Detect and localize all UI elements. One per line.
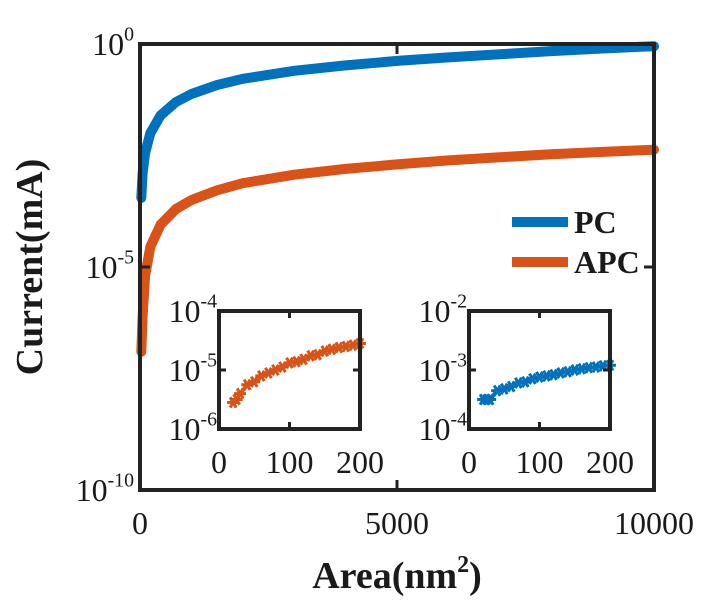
x-tick-label: 100 (266, 444, 314, 480)
y-tick-label-base: 10 (168, 411, 200, 447)
marker-stroke (584, 361, 594, 374)
y-tick-label-base: 10 (168, 293, 200, 329)
x-axis-label-sup: 2 (457, 552, 469, 578)
data-point-pc (526, 372, 539, 385)
marker-stroke (549, 368, 558, 381)
y-tick-label-base: 10 (76, 472, 108, 508)
y-tick-label-exponent: -6 (200, 409, 217, 431)
y-tick-label-exponent: -3 (450, 350, 467, 372)
y-tick-label-exponent: -4 (200, 291, 217, 313)
marker-stroke (577, 362, 587, 375)
data-point-apc (318, 345, 331, 358)
x-axis-label-close: ) (469, 555, 482, 597)
x-tick-label: 200 (336, 444, 384, 480)
x-axis-label: Area(nm2) (312, 552, 482, 597)
y-tick-label-base: 10 (92, 26, 124, 62)
data-point-pc (547, 368, 560, 381)
marker-stroke (327, 343, 337, 356)
marker-stroke (570, 364, 580, 376)
legend-label-pc: PC (574, 204, 617, 240)
data-point-apc (234, 387, 247, 400)
legend-label-apc: APC (574, 244, 640, 280)
y-tick-label: 10-2 (418, 291, 467, 329)
y-tick-label: 10-6 (168, 409, 217, 447)
marker-stroke (535, 371, 544, 384)
x-tick-label: 100 (516, 444, 564, 480)
y-tick-label-base: 10 (418, 411, 450, 447)
data-point-apc (248, 375, 261, 388)
y-tick-label-exponent: -5 (117, 247, 134, 269)
marker-stroke (528, 372, 537, 385)
x-tick-label: 0 (132, 505, 148, 541)
y-tick-label: 10-10 (76, 470, 135, 508)
axis-labels: Area(nm2) Current(mA) (9, 159, 482, 597)
y-tick-label-exponent: -5 (200, 350, 217, 372)
y-tick-label-base: 10 (168, 352, 200, 388)
marker-stroke (249, 375, 259, 388)
data-point-apc (325, 343, 338, 356)
y-tick-label-exponent: -10 (108, 470, 135, 492)
marker-stroke (320, 345, 330, 358)
y-tick-label-exponent: 0 (124, 24, 134, 46)
marker-stroke (598, 359, 608, 372)
marker-stroke (514, 377, 523, 389)
marker-stroke (341, 340, 351, 353)
marker-stroke (492, 384, 502, 397)
marker-stroke (235, 387, 245, 400)
plot-frame (217, 309, 362, 431)
marker-stroke (334, 341, 344, 354)
marker-stroke (542, 369, 551, 382)
marker-stroke (485, 393, 495, 406)
x-tick-label: 0 (211, 444, 227, 480)
marker-stroke (285, 356, 294, 369)
y-tick-label: 10-3 (418, 350, 467, 388)
y-tick-label-base: 10 (85, 249, 117, 285)
data-point-pc (484, 393, 497, 406)
series-line-pc (136, 41, 659, 203)
y-tick-label: 10-5 (168, 350, 217, 388)
y-tick-label: 100 (92, 24, 134, 62)
y-tick-label-base: 10 (418, 293, 450, 329)
marker-stroke (556, 367, 565, 379)
y-tick-label: 10-4 (418, 409, 467, 447)
y-tick-label: 10-4 (168, 291, 217, 329)
y-tick-label: 10-5 (85, 247, 134, 285)
series-line-apc (136, 144, 659, 357)
x-tick-label: 10000 (614, 505, 694, 541)
marker-stroke (563, 365, 572, 378)
data-point-pc (491, 384, 504, 397)
y-tick-label-exponent: -2 (450, 291, 467, 313)
marker-stroke (591, 361, 601, 373)
marker-stroke (348, 339, 358, 352)
marker-stroke (306, 349, 315, 362)
legend: PC APC (512, 204, 640, 280)
x-axis-label-text: Area(nm (312, 555, 457, 597)
x-tick-label: 0 (461, 444, 477, 480)
y-axis-label: Current(mA) (9, 159, 51, 376)
y-tick-label-exponent: -4 (450, 409, 467, 431)
data-point-pc (561, 365, 574, 378)
x-tick-label: 5000 (365, 505, 429, 541)
data-point-apc (346, 339, 359, 352)
y-tick-label-base: 10 (418, 352, 450, 388)
x-tick-label: 200 (586, 444, 634, 480)
